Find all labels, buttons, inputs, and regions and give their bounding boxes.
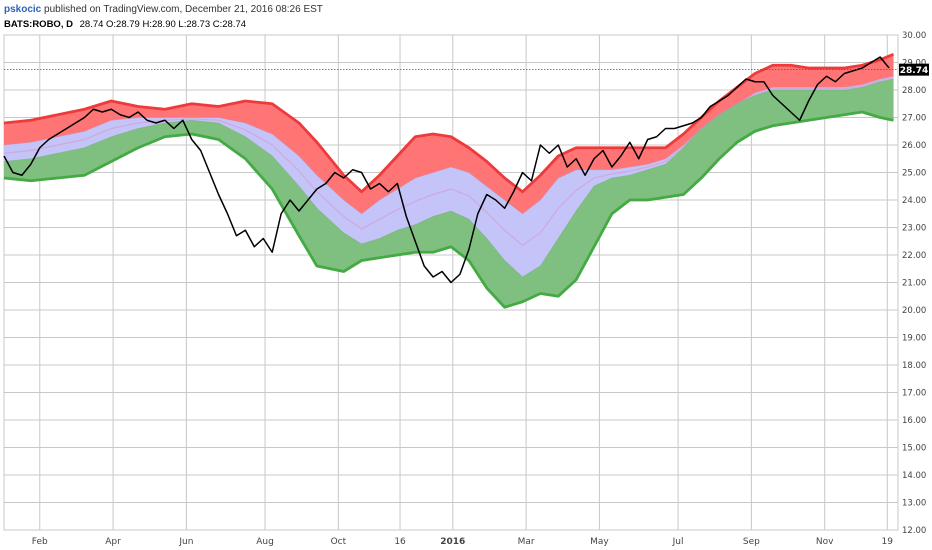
series-lines [3, 52, 895, 309]
middle-band-fill [4, 76, 894, 277]
low-value: L:28.73 [178, 19, 211, 30]
y-tick-label: 19.00 [902, 334, 926, 344]
x-axis[interactable]: Feb Apr Jun Aug Oct 16 2016 Mar May Jul Sep Nov 19 [32, 537, 893, 547]
y-tick-label: 22.00 [902, 251, 926, 261]
y-tick-label: 25.00 [902, 169, 926, 179]
high-value: H:28.90 [142, 19, 176, 30]
x-tick-label: Oct [331, 537, 347, 547]
lower-band-line [3, 110, 894, 309]
y-axis[interactable]: 12.00 13.00 14.00 15.00 16.00 17.00 18.00 19.00… [902, 31, 926, 536]
mid-upper-line [3, 75, 894, 215]
ohlc-line: BATS:ROBO, D 28.74 O:28.79 H:28.90 L:28.… [4, 18, 804, 31]
x-tick-label: 16 [394, 537, 406, 547]
y-tick-label: 30.00 [902, 31, 926, 41]
x-tick-label: Mar [518, 537, 535, 547]
y-tick-label: 29.00 [902, 59, 926, 69]
price-tag: 28.74 [4, 63, 929, 76]
publish-line: pskocic published on TradingView.com, De… [4, 3, 804, 16]
x-tick-label: Aug [256, 537, 274, 547]
price-tag-label: 28.74 [900, 66, 928, 76]
author-link[interactable]: pskocic [4, 4, 42, 15]
x-tick-label: Jun [178, 537, 193, 547]
x-tick-label: Jul [672, 537, 684, 547]
price-line [3, 56, 890, 284]
mid-lower-line [3, 78, 894, 278]
y-tick-label: 20.00 [902, 306, 926, 316]
y-tick-label: 24.00 [902, 196, 926, 206]
x-tick-label: 2016 [440, 537, 465, 547]
x-tick-label: Sep [743, 537, 760, 547]
bands [4, 54, 894, 308]
symbol-label: BATS:ROBO, D [4, 19, 73, 30]
publish-info: published on TradingView.com, December 2… [44, 4, 323, 15]
y-tick-label: 15.00 [902, 444, 926, 454]
x-tick-label: Apr [105, 537, 121, 547]
center-line [3, 77, 894, 247]
chart-header: pskocic published on TradingView.com, De… [4, 3, 804, 31]
y-tick-label: 21.00 [902, 279, 926, 289]
y-tick-label: 28.00 [902, 86, 926, 96]
y-tick-label: 12.00 [902, 526, 926, 536]
y-tick-label: 27.00 [902, 114, 926, 124]
y-tick-label: 17.00 [902, 389, 926, 399]
upper-band-fill [4, 54, 894, 214]
price-tag-box [899, 63, 929, 76]
last-price: 28.74 [79, 19, 104, 30]
close-value: C:28.74 [212, 19, 247, 30]
x-tick-label: Feb [32, 537, 48, 547]
y-tick-label: 23.00 [902, 224, 926, 234]
y-tick-label: 16.00 [902, 416, 926, 426]
y-tick-label: 13.00 [902, 499, 926, 509]
lower-band-fill [4, 79, 894, 308]
x-tick-label: 19 [882, 537, 894, 547]
y-tick-label: 26.00 [902, 141, 926, 151]
x-tick-label: May [590, 537, 609, 547]
open-value: O:28.79 [106, 19, 140, 30]
y-tick-label: 14.00 [902, 471, 926, 481]
x-tick-label: Nov [816, 537, 834, 547]
upper-band-line [3, 52, 895, 194]
y-tick-label: 18.00 [902, 361, 926, 371]
